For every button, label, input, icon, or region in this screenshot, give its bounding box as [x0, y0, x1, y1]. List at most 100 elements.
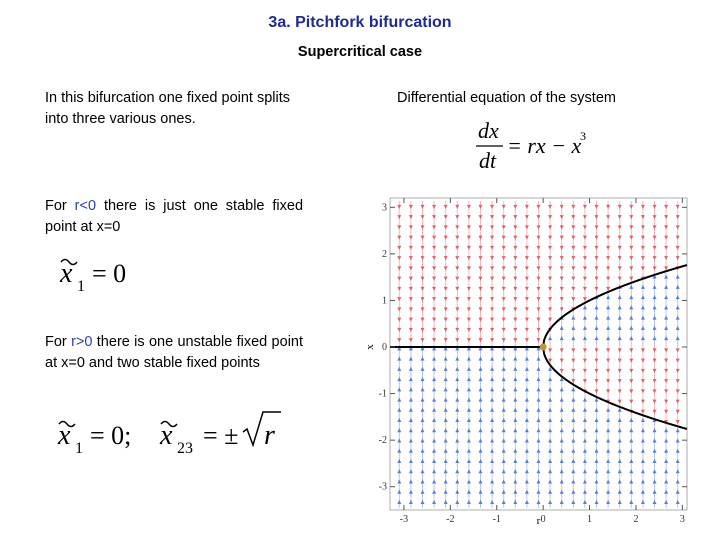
field-arrow: [501, 235, 506, 240]
field-arrow: [420, 286, 425, 291]
field-arrow: [408, 387, 413, 392]
field-arrow: [606, 336, 611, 341]
field-arrow: [629, 368, 634, 373]
field-arrow: [536, 397, 541, 402]
stable-branch: [542, 346, 688, 430]
field-arrow: [513, 297, 518, 302]
field-arrow: [594, 266, 599, 271]
field-arrow: [606, 305, 611, 310]
field-arrow: [420, 377, 425, 382]
field-arrow: [629, 204, 634, 209]
tilde: [58, 420, 76, 428]
field-arrow: [466, 245, 471, 250]
field-arrow: [606, 438, 611, 443]
tilde: [160, 420, 178, 428]
field-arrow: [513, 256, 518, 261]
field-arrow: [490, 356, 495, 361]
field-arrow: [466, 500, 471, 505]
tilde: [60, 258, 78, 266]
field-arrow: [536, 307, 541, 312]
field-arrow: [594, 305, 599, 310]
field-arrow: [490, 438, 495, 443]
field-arrow: [617, 379, 622, 384]
field-arrow: [490, 346, 495, 351]
field-arrow: [524, 256, 529, 261]
field-arrow: [478, 338, 483, 343]
field-arrow: [606, 489, 611, 494]
field-arrow: [582, 407, 587, 412]
field-arrow: [617, 235, 622, 240]
field-arrow: [548, 438, 553, 443]
field-arrow: [513, 407, 518, 412]
field-arrow: [455, 266, 460, 271]
lead: For: [45, 334, 67, 350]
field-arrow: [478, 327, 483, 332]
field-arrow: [524, 307, 529, 312]
field-arrow: [629, 469, 634, 474]
stable-branch: [542, 264, 688, 348]
field-arrow: [432, 418, 437, 423]
field-arrow: [548, 459, 553, 464]
field-arrow: [617, 305, 622, 310]
field-arrow: [606, 479, 611, 484]
field-arrow: [490, 276, 495, 281]
field-arrow: [490, 225, 495, 230]
field-arrow: [675, 489, 680, 494]
field-arrow: [420, 346, 425, 351]
field-arrow: [501, 286, 506, 291]
field-arrow: [536, 256, 541, 261]
field-arrow: [640, 336, 645, 341]
field-arrow: [536, 215, 541, 220]
field-arrow: [559, 245, 564, 250]
field-arrow: [675, 256, 680, 261]
x-tick-label: 0: [541, 514, 546, 525]
field-arrow: [536, 407, 541, 412]
field-arrow: [571, 348, 576, 353]
field-arrow: [652, 305, 657, 310]
field-arrow: [675, 469, 680, 474]
field-arrow: [571, 266, 576, 271]
field-arrow: [478, 366, 483, 371]
field-arrow: [594, 235, 599, 240]
field-arrow: [478, 459, 483, 464]
field-arrow: [466, 286, 471, 291]
field-arrow: [548, 266, 553, 271]
field-arrow: [513, 286, 518, 291]
field-arrow: [559, 235, 564, 240]
field-arrow: [432, 366, 437, 371]
field-arrow: [443, 448, 448, 453]
field-arrow: [617, 418, 622, 423]
field-arrow: [559, 377, 564, 382]
field-arrow: [466, 407, 471, 412]
y-tick-label: 3: [382, 202, 387, 213]
field-arrow: [443, 459, 448, 464]
field-arrow: [582, 348, 587, 353]
field-arrow: [559, 225, 564, 230]
field-arrow: [513, 356, 518, 361]
field-arrow: [629, 479, 634, 484]
field-arrow: [675, 325, 680, 330]
field-arrow: [675, 295, 680, 300]
field-arrow: [455, 407, 460, 412]
field-arrow: [443, 428, 448, 433]
field-arrow: [548, 317, 553, 322]
field-arrow: [640, 315, 645, 320]
field-arrow: [501, 338, 506, 343]
field-arrow: [594, 325, 599, 330]
sqrt-sign: [242, 411, 281, 448]
field-arrow: [478, 418, 483, 423]
field-arrow: [536, 286, 541, 291]
field-arrow: [478, 256, 483, 261]
field-arrow: [582, 379, 587, 384]
field-arrow: [466, 346, 471, 351]
field-arrow: [432, 469, 437, 474]
x-tick-label: 2: [633, 514, 638, 525]
field-arrow: [490, 459, 495, 464]
field-arrow: [548, 204, 553, 209]
y-tick-label: 0: [382, 342, 387, 353]
field-arrow: [443, 225, 448, 230]
field-arrow: [664, 348, 669, 353]
field-arrow: [675, 215, 680, 220]
field-arrow: [443, 387, 448, 392]
field-arrow: [548, 366, 553, 371]
